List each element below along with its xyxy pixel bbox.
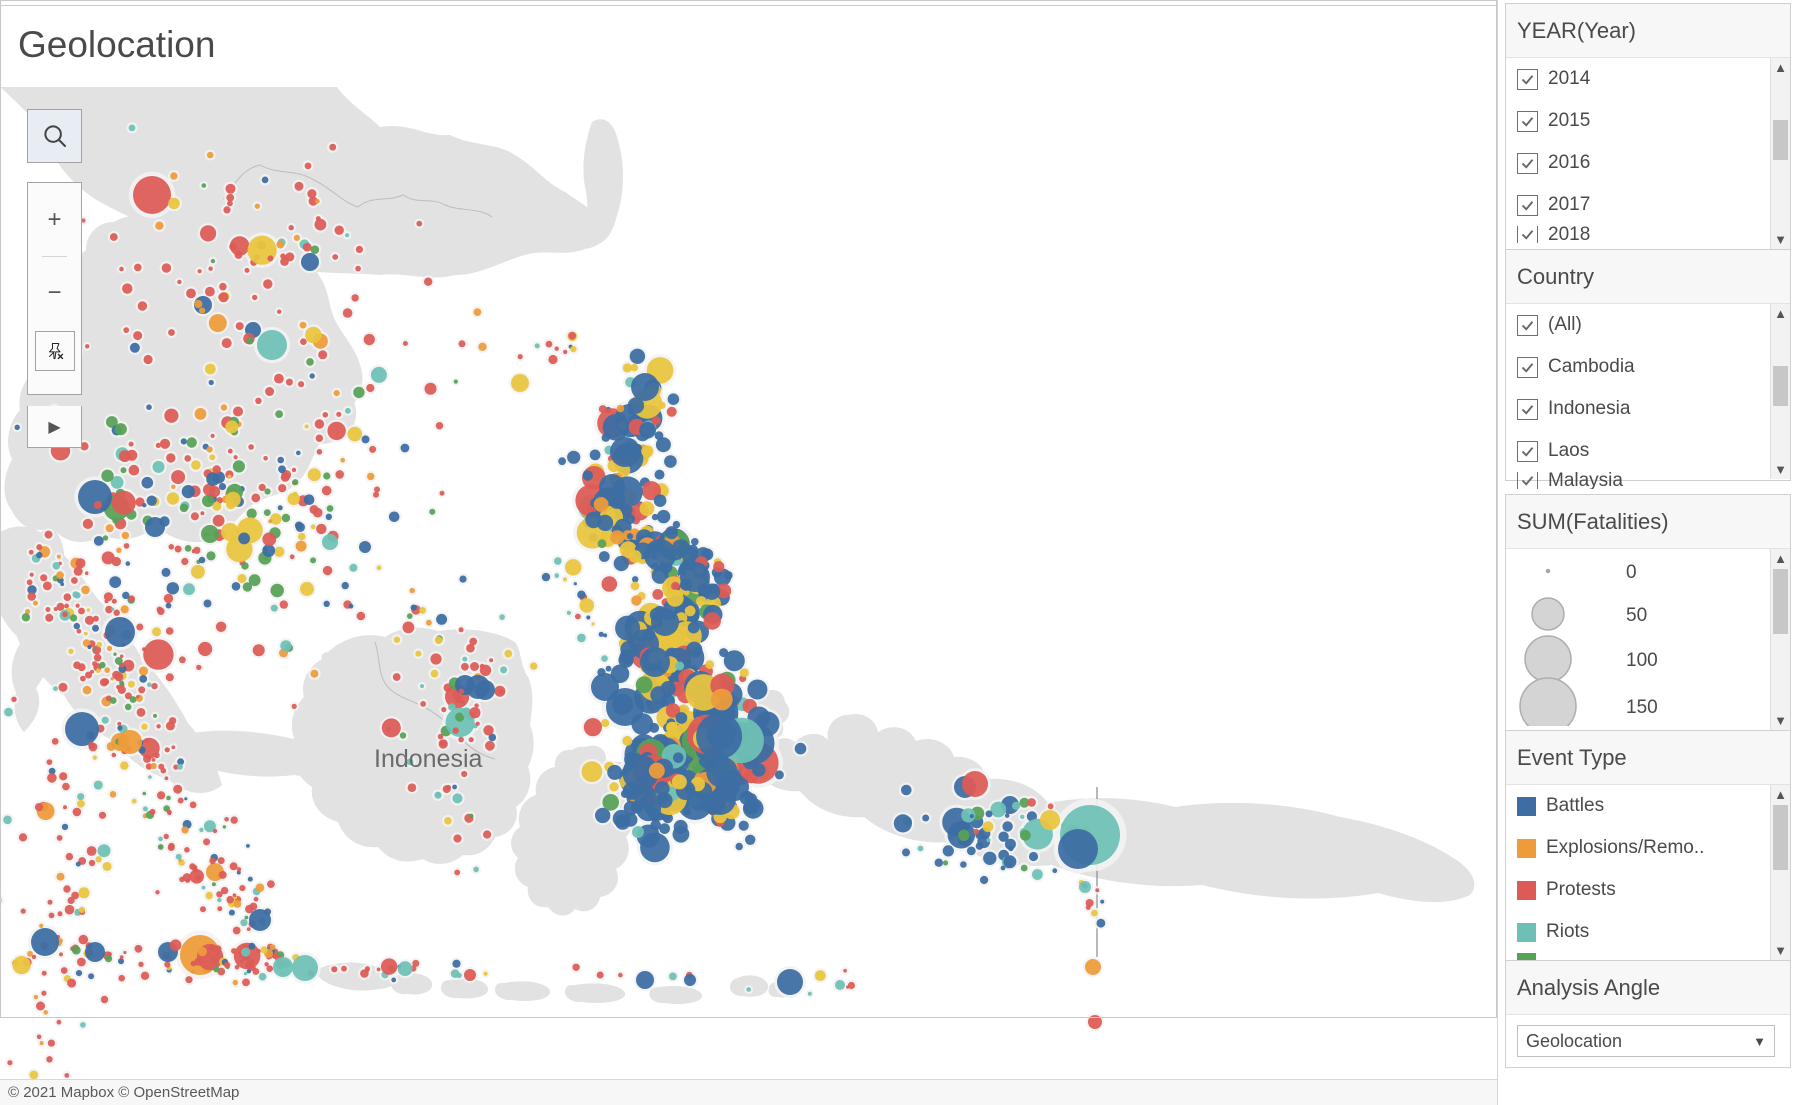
svg-text:50: 50 [1626,605,1647,626]
svg-text:150: 150 [1626,697,1658,718]
svg-text:100: 100 [1626,650,1658,671]
svg-text:0: 0 [1626,562,1637,583]
